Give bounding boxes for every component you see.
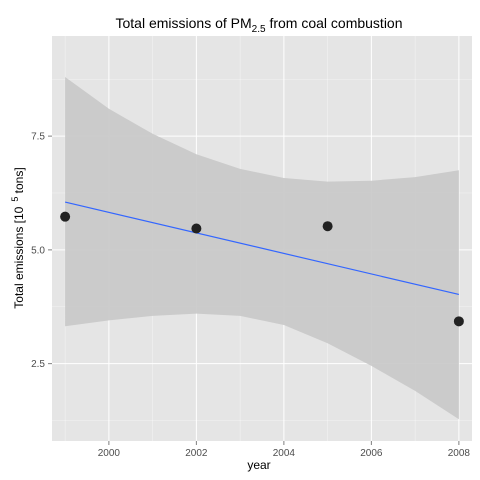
data-point [191,223,202,234]
x-tick-label: 2004 [273,448,296,459]
y-tick-label: 5.0 [31,245,45,256]
y-axis-title: Total emissions [105 tons] [10,167,26,308]
data-point [322,221,333,232]
x-tick-label: 2006 [360,448,383,459]
data-point [453,316,464,327]
y-axis: 2.5 5.0 7.5 [31,132,52,370]
x-tick-label: 2002 [185,448,208,459]
y-tick-label: 2.5 [31,359,45,370]
chart-title: Total emissions of PM2.5 from coal combu… [115,15,402,35]
fit-line [64,201,460,296]
x-tick-label: 2008 [448,448,471,459]
data-points [60,211,464,327]
y-tick-label: 7.5 [31,132,45,143]
x-axis-title: year [247,458,270,472]
x-tick-label: 2000 [98,448,121,459]
data-point [60,211,71,222]
x-axis: 2000 2002 2004 2006 2008 [98,441,471,459]
